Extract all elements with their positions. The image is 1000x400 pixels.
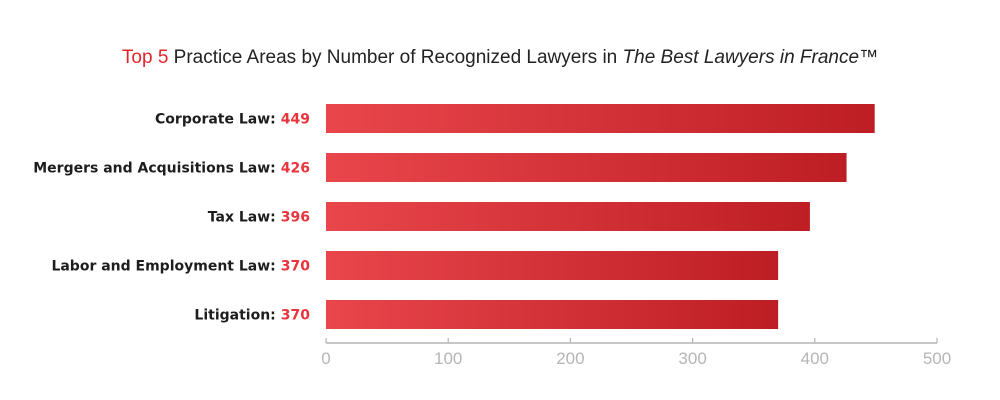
category-label: Tax Law: 396 [208, 210, 310, 226]
bars-group: Corporate Law: 449 Mergers and Acquisition… [33, 104, 875, 329]
category-label: Litigation: 370 [194, 308, 310, 324]
title-highlight: Top 5 [122, 47, 168, 68]
title-italic: The Best Lawyers in France [623, 47, 860, 68]
category-label: Corporate Law: 449 [155, 112, 310, 128]
category-name: Labor and Employment Law: [51, 259, 275, 275]
value-label: 449 [281, 112, 310, 128]
tick-label: 400 [801, 349, 829, 368]
x-axis: 0 100 200 300 400 500 [321, 338, 951, 368]
value-label: 370 [281, 308, 310, 324]
category-name: Tax Law: [208, 210, 276, 226]
tick-label: 100 [434, 349, 462, 368]
bar [326, 104, 875, 133]
value-label: 370 [281, 259, 310, 275]
category-label: Mergers and Acquisitions Law: 426 [33, 161, 310, 177]
category-name: Mergers and Acquisitions Law: [33, 161, 276, 177]
bar [326, 251, 779, 280]
title-suffix: ™ [859, 47, 878, 68]
title-main: Practice Areas by Number of Recognized L… [168, 47, 622, 68]
tick-label: 0 [321, 349, 330, 368]
category-label: Labor and Employment Law: 370 [51, 259, 310, 275]
bar [326, 153, 847, 182]
chart-title: Top 5 Practice Areas by Number of Recogn… [122, 47, 878, 68]
bar [326, 300, 779, 329]
category-name: Litigation: [194, 308, 275, 324]
value-label: 396 [281, 210, 310, 226]
value-label: 426 [281, 161, 310, 177]
bar [326, 202, 810, 231]
tick-label: 300 [678, 349, 706, 368]
category-name: Corporate Law: [155, 112, 276, 128]
tick-label: 200 [556, 349, 584, 368]
tick-label: 500 [923, 349, 951, 368]
